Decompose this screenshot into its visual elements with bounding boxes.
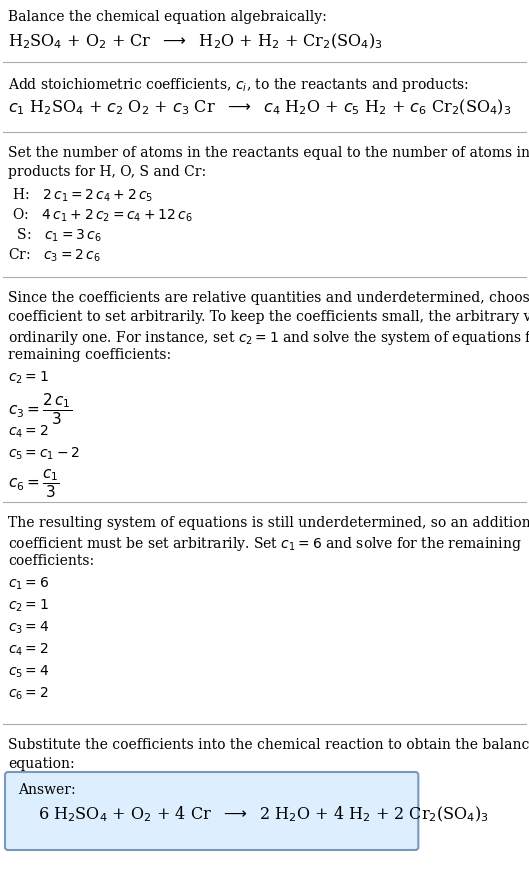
- Text: H:   $2\,c_1 = 2\,c_4 + 2\,c_5$: H: $2\,c_1 = 2\,c_4 + 2\,c_5$: [8, 187, 153, 204]
- Text: $c_5 = c_1 - 2$: $c_5 = c_1 - 2$: [8, 446, 80, 462]
- Text: The resulting system of equations is still underdetermined, so an additional: The resulting system of equations is sti…: [8, 516, 529, 530]
- Text: coefficient to set arbitrarily. To keep the coefficients small, the arbitrary va: coefficient to set arbitrarily. To keep …: [8, 310, 529, 324]
- Text: H$_2$SO$_4$ + O$_2$ + Cr  $\longrightarrow$  H$_2$O + H$_2$ + Cr$_2$(SO$_4$)$_3$: H$_2$SO$_4$ + O$_2$ + Cr $\longrightarro…: [8, 32, 383, 51]
- Text: Balance the chemical equation algebraically:: Balance the chemical equation algebraica…: [8, 10, 327, 24]
- Text: remaining coefficients:: remaining coefficients:: [8, 348, 171, 362]
- Text: O:   $4\,c_1 + 2\,c_2 = c_4 + 12\,c_6$: O: $4\,c_1 + 2\,c_2 = c_4 + 12\,c_6$: [8, 207, 193, 225]
- Text: $c_3 = \dfrac{2\,c_1}{3}$: $c_3 = \dfrac{2\,c_1}{3}$: [8, 392, 72, 428]
- Text: $c_1$ H$_2$SO$_4$ + $c_2$ O$_2$ + $c_3$ Cr  $\longrightarrow$  $c_4$ H$_2$O + $c: $c_1$ H$_2$SO$_4$ + $c_2$ O$_2$ + $c_3$ …: [8, 98, 512, 118]
- Text: 6 H$_2$SO$_4$ + O$_2$ + 4 Cr  $\longrightarrow$  2 H$_2$O + 4 H$_2$ + 2 Cr$_2$(S: 6 H$_2$SO$_4$ + O$_2$ + 4 Cr $\longright…: [38, 805, 489, 825]
- Text: $c_4 = 2$: $c_4 = 2$: [8, 424, 49, 440]
- Text: Since the coefficients are relative quantities and underdetermined, choose a: Since the coefficients are relative quan…: [8, 291, 529, 305]
- Text: $c_5 = 4$: $c_5 = 4$: [8, 664, 49, 681]
- Text: coefficient must be set arbitrarily. Set $c_1 = 6$ and solve for the remaining: coefficient must be set arbitrarily. Set…: [8, 535, 522, 553]
- Text: $c_4 = 2$: $c_4 = 2$: [8, 642, 49, 659]
- Text: Set the number of atoms in the reactants equal to the number of atoms in the: Set the number of atoms in the reactants…: [8, 146, 529, 160]
- Text: Answer:: Answer:: [18, 783, 76, 797]
- FancyBboxPatch shape: [5, 772, 418, 850]
- Text: ordinarily one. For instance, set $c_2 = 1$ and solve the system of equations fo: ordinarily one. For instance, set $c_2 =…: [8, 329, 529, 347]
- Text: Add stoichiometric coefficients, $c_i$, to the reactants and products:: Add stoichiometric coefficients, $c_i$, …: [8, 76, 469, 94]
- Text: $c_3 = 4$: $c_3 = 4$: [8, 620, 49, 636]
- Text: Cr:   $c_3 = 2\,c_6$: Cr: $c_3 = 2\,c_6$: [8, 247, 101, 264]
- Text: coefficients:: coefficients:: [8, 554, 94, 568]
- Text: $c_2 = 1$: $c_2 = 1$: [8, 370, 49, 386]
- Text: S:   $c_1 = 3\,c_6$: S: $c_1 = 3\,c_6$: [8, 227, 102, 244]
- Text: $c_1 = 6$: $c_1 = 6$: [8, 576, 49, 592]
- Text: products for H, O, S and Cr:: products for H, O, S and Cr:: [8, 165, 206, 179]
- Text: $c_2 = 1$: $c_2 = 1$: [8, 598, 49, 614]
- Text: $c_6 = 2$: $c_6 = 2$: [8, 686, 49, 703]
- Text: $c_6 = \dfrac{c_1}{3}$: $c_6 = \dfrac{c_1}{3}$: [8, 468, 60, 500]
- Text: equation:: equation:: [8, 757, 75, 771]
- Text: Substitute the coefficients into the chemical reaction to obtain the balanced: Substitute the coefficients into the che…: [8, 738, 529, 752]
